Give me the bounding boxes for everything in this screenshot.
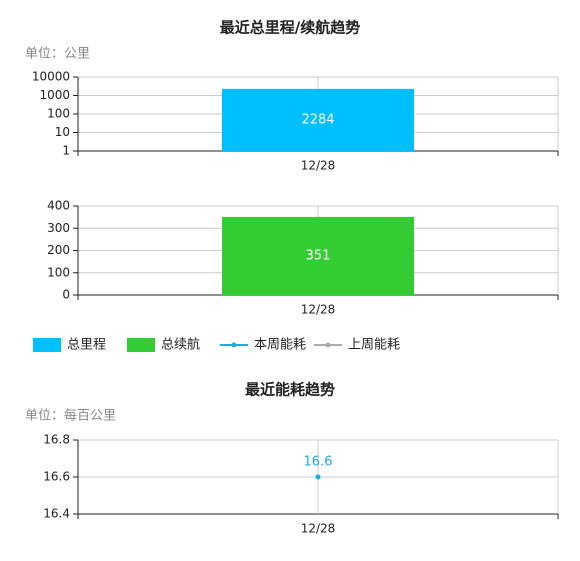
legend-swatch	[231, 342, 237, 348]
y-tick-label: 10	[55, 125, 70, 139]
legend-swatch	[33, 338, 61, 352]
y-tick-label: 400	[47, 199, 70, 213]
y-tick-label: 0	[62, 288, 70, 302]
point	[315, 474, 321, 480]
legend-label: 总续航	[161, 337, 200, 353]
x-tick-label: 12/28	[301, 522, 336, 536]
y-tick-label: 1000	[39, 88, 70, 102]
x-tick-label: 12/28	[301, 159, 336, 173]
y-tick-label: 16.8	[43, 433, 70, 447]
data-label: 351	[306, 248, 331, 263]
chart-subtitle: 单位：每百公里	[25, 408, 116, 424]
data-label: 16.6	[304, 455, 333, 470]
y-tick-label: 10000	[32, 70, 70, 84]
legend-label: 本周能耗	[254, 338, 306, 353]
data-label: 2284	[301, 112, 334, 127]
legend-swatch	[325, 342, 331, 348]
y-tick-label: 300	[47, 221, 70, 235]
bar	[222, 216, 414, 295]
bar	[222, 88, 414, 151]
chart-title: 最近能耗趋势	[245, 381, 335, 399]
y-tick-label: 16.4	[43, 507, 70, 521]
chart-title: 最近总里程/续航趋势	[220, 19, 360, 37]
y-tick-label: 100	[47, 265, 70, 279]
legend-label: 总里程	[67, 338, 106, 353]
x-tick-label: 12/28	[301, 303, 336, 317]
y-tick-label: 16.6	[43, 470, 70, 484]
legend-swatch	[127, 338, 155, 352]
y-tick-label: 200	[47, 243, 70, 257]
legend-label: 上周能耗	[348, 338, 400, 353]
chart-subtitle: 单位：公里	[25, 47, 90, 62]
y-tick-label: 100	[47, 107, 70, 121]
y-tick-label: 1	[62, 144, 70, 158]
